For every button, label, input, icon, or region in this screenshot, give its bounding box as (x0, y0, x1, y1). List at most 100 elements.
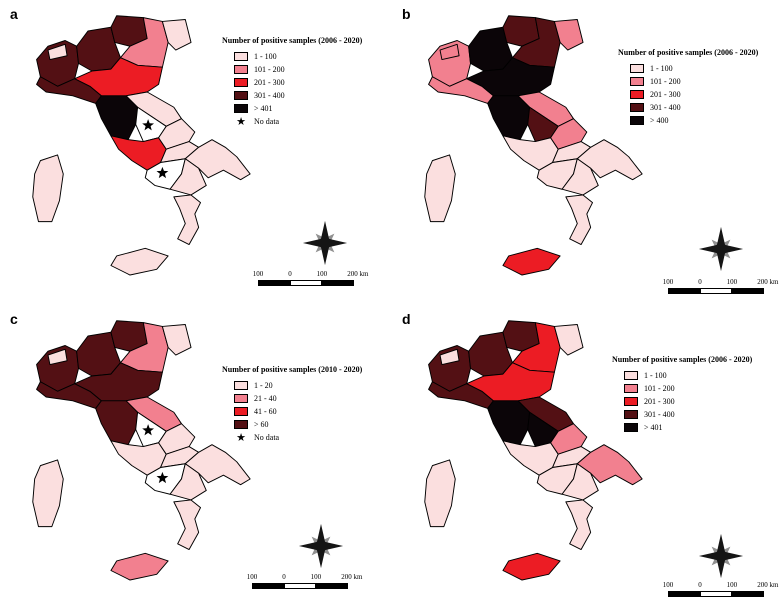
legend-item: 301 - 400 (624, 410, 752, 419)
scale-label: 200 km (347, 270, 369, 278)
legend-item-label: > 401 (254, 104, 273, 113)
panel-b: b Number of positive samples (2006 - 202… (392, 0, 784, 305)
legend-color-swatch (624, 371, 638, 380)
scale-segment (316, 584, 348, 588)
legend-color-swatch (630, 116, 644, 125)
region-toscana (487, 400, 531, 446)
legend-color-swatch (234, 420, 248, 429)
legend-item: 101 - 200 (624, 384, 752, 393)
region-calabria (173, 194, 202, 245)
scale-label: 100 (252, 270, 264, 278)
legend-color-swatch (624, 384, 638, 393)
region-friuli-venezia-giulia (553, 324, 584, 356)
legend-items: 1 - 100 101 - 200 201 - 300 301 - 400 > 401 (624, 371, 752, 432)
italy-choropleth-map (424, 15, 643, 276)
legend-color-swatch (234, 78, 248, 87)
scale-bar-segments (258, 280, 354, 286)
region-valle-daosta (439, 43, 460, 61)
scale-segment (289, 281, 323, 285)
region-sicilia (502, 552, 561, 581)
legend-item-label: No data (254, 117, 280, 126)
legend-color-swatch (234, 407, 248, 416)
legend-item: 201 - 300 (234, 78, 362, 87)
legend-items: 1 - 100 101 - 200 201 - 300 301 - 400 > 400 (630, 64, 758, 125)
scale-label: 0 (282, 573, 286, 581)
region-sardegna (424, 459, 456, 528)
legend-item: 1 - 100 (234, 52, 362, 61)
region-sardegna (424, 154, 456, 223)
legend-item-label: 201 - 300 (650, 90, 681, 99)
italy-choropleth-map (424, 320, 643, 581)
region-emilia-romagna (74, 57, 163, 97)
region-calabria (173, 499, 202, 550)
panel-d: d Number of positive samples (2006 - 202… (392, 305, 784, 610)
no-data-star-icon (156, 166, 169, 179)
scale-segment (732, 592, 764, 596)
scale-bar: 100 0 100 200 km (253, 270, 368, 286)
region-emilia-romagna (74, 362, 163, 402)
region-friuli-venezia-giulia (161, 324, 192, 356)
legend-item: > 401 (234, 104, 362, 113)
compass-rose-icon (698, 226, 744, 272)
scale-segment (259, 281, 290, 285)
legend-item: 301 - 400 (234, 91, 362, 100)
legend-color-swatch (624, 397, 638, 406)
legend-item-label: 201 - 300 (254, 78, 285, 87)
legend-item-label: > 400 (650, 116, 669, 125)
no-data-star-icon (142, 119, 155, 131)
scale-segment (283, 584, 317, 588)
scale-segment (699, 592, 733, 596)
region-puglia (576, 139, 643, 181)
map-legend: Number of positive samples (2006 - 2020)… (618, 48, 758, 129)
legend-color-swatch (630, 90, 644, 99)
scale-bar: 100 0 100 200 km (663, 581, 779, 597)
scale-label: 100 (310, 573, 322, 581)
scale-segment (669, 592, 700, 596)
legend-item: 41 - 60 (234, 407, 362, 416)
scale-label: 0 (288, 270, 292, 278)
panel-letter: b (402, 6, 411, 22)
legend-item-label: 301 - 400 (254, 91, 285, 100)
no-data-star-icon: ★ (236, 115, 246, 128)
legend-item-label: 101 - 200 (650, 77, 681, 86)
scale-label: 200 km (757, 581, 779, 589)
legend-item: ★ No data (234, 431, 362, 444)
map-legend: Number of positive samples (2006 - 2020)… (612, 355, 752, 436)
panel-letter: a (10, 6, 18, 22)
map-legend: Number of positive samples (2006 - 2020)… (222, 36, 362, 130)
scale-bar: 100 0 100 200 km (247, 573, 363, 589)
scale-bar-labels: 100 0 100 200 km (663, 581, 779, 591)
region-emilia-romagna (466, 362, 555, 402)
scale-label: 100 (726, 278, 738, 286)
scale-label: 100 (662, 581, 674, 589)
legend-item: > 401 (624, 423, 752, 432)
legend-item-label: 1 - 100 (644, 371, 667, 380)
region-emilia-romagna (466, 57, 555, 97)
legend-item: 1 - 100 (624, 371, 752, 380)
no-data-star-icon: ★ (236, 431, 246, 444)
legend-item-label: 1 - 100 (254, 52, 277, 61)
legend-color-swatch (630, 77, 644, 86)
legend-title: Number of positive samples (2006 - 2020) (222, 36, 363, 45)
legend-item: 201 - 300 (630, 90, 758, 99)
scale-bar-labels: 100 0 100 200 km (247, 573, 363, 583)
compass-rose-icon (302, 220, 348, 266)
legend-item: 301 - 400 (630, 103, 758, 112)
scale-label: 100 (662, 278, 674, 286)
legend-item-label: 101 - 200 (644, 384, 675, 393)
region-toscana (95, 95, 139, 141)
panel-a: a Number of positive samples (2006 - 202… (0, 0, 392, 305)
scale-label: 100 (316, 270, 328, 278)
scale-label: 0 (698, 581, 702, 589)
scale-segment (669, 289, 700, 293)
scale-segment (322, 281, 354, 285)
legend-item-label: > 60 (254, 420, 269, 429)
legend-item: 201 - 300 (624, 397, 752, 406)
scale-label: 100 (726, 581, 738, 589)
region-sardegna (32, 154, 64, 223)
legend-item-label: 1 - 100 (650, 64, 673, 73)
region-sicilia (502, 247, 561, 276)
legend-item: 21 - 40 (234, 394, 362, 403)
legend-item-label: 41 - 60 (254, 407, 277, 416)
legend-item-label: 1 - 20 (254, 381, 273, 390)
